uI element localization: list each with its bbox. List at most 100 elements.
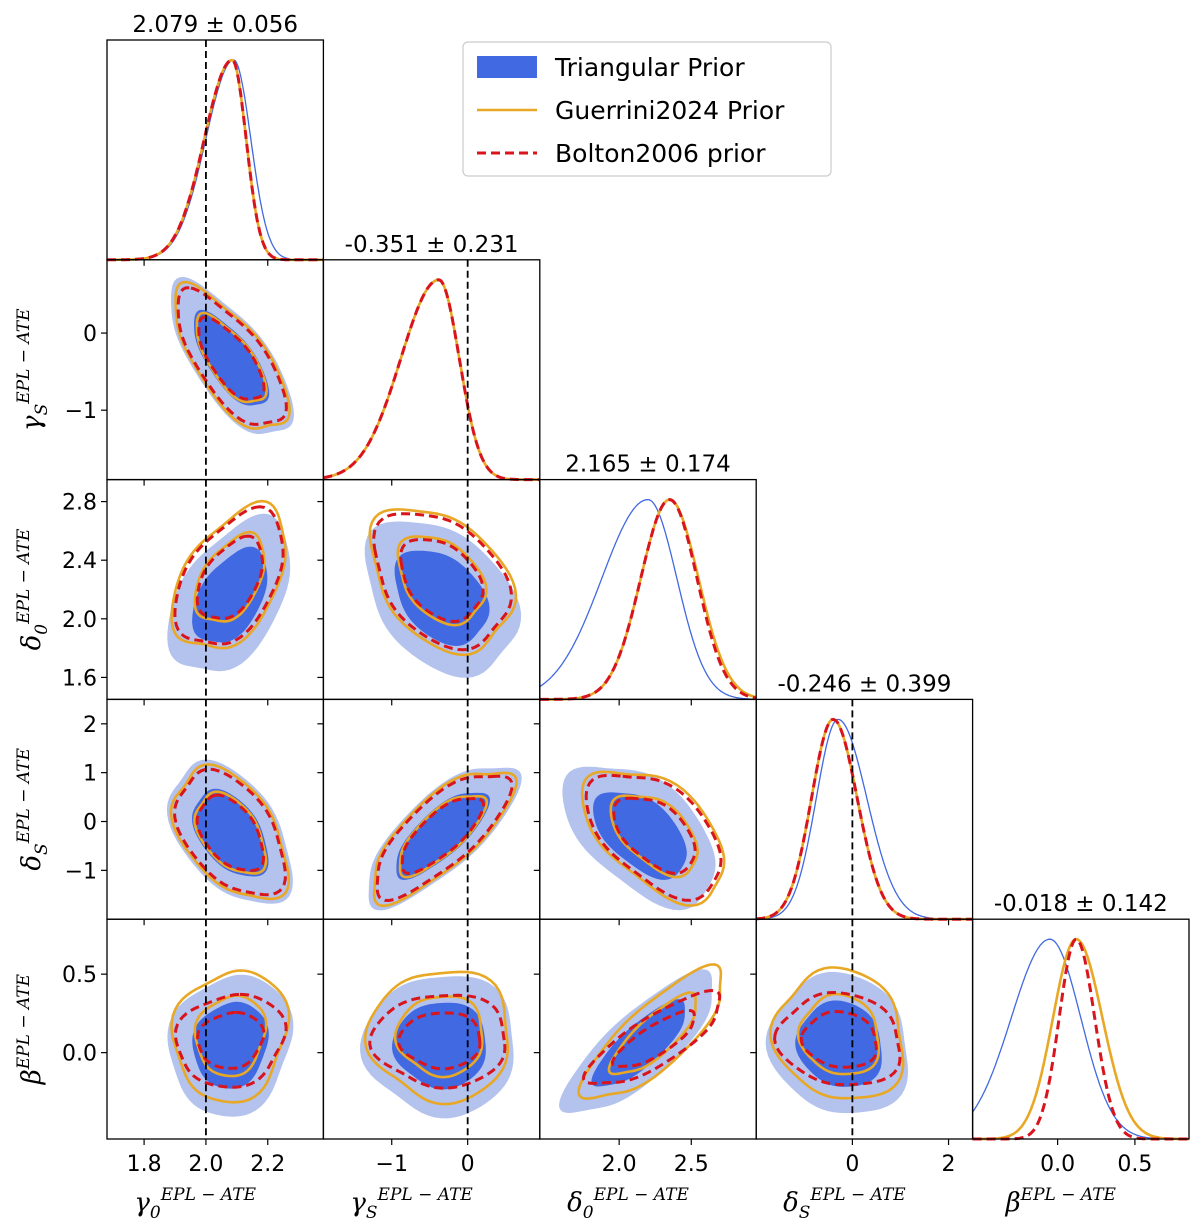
x-axis-label-beta: βEPL − ATE: [1005, 1185, 1117, 1218]
triangular-contour-68: [593, 792, 687, 880]
guerrini-contour-68: [193, 530, 266, 623]
x-axis-label-gamma0: γ0EPL − ATE: [134, 1185, 256, 1223]
y-tick-label: 2.4: [62, 549, 97, 574]
panel-frame: [755, 698, 974, 920]
marginal-title-gamma0: 2.079 ± 0.056: [132, 12, 298, 38]
y-tick-label: −1: [65, 399, 97, 424]
contour-lines-deltaS-vs-gamma0: [169, 699, 291, 920]
marginal-deltaS: [756, 699, 973, 921]
x-tick-label: 2: [942, 1152, 956, 1177]
contour-panel-gammaS-vs-gamma0: [171, 276, 294, 434]
legend-item-1: Guerrini2024 Prior: [477, 96, 785, 125]
marginal-title-beta: -0.018 ± 0.142: [994, 891, 1168, 917]
bolton-contour-95: [582, 988, 722, 1085]
marginal-title-deltaS: -0.246 ± 0.399: [777, 671, 951, 697]
y-tick-label: −1: [65, 859, 97, 884]
triangular-marginal-curve: [972, 938, 1189, 1140]
guerrini-contour-95: [368, 508, 518, 657]
contour-panel-delta0-vs-gammaS: [364, 521, 522, 678]
triangular-contour-68: [396, 792, 490, 880]
marginal-beta: [972, 937, 1189, 1141]
legend-label: Guerrini2024 Prior: [555, 96, 785, 125]
bolton-contour-95: [176, 286, 288, 426]
guerrini-contour-68: [393, 995, 484, 1079]
bolton-contour-68: [195, 793, 266, 873]
y-tick-label: 2: [83, 713, 97, 738]
guerrini-contour-68: [396, 535, 488, 627]
y-tick-label: 2.8: [62, 491, 97, 516]
y-axis-label-gammaS: γSEPL − ATE: [14, 308, 52, 431]
triangular-contour-68: [392, 1002, 486, 1090]
marginal-title-gammaS: -0.351 ± 0.231: [345, 232, 519, 258]
bolton-contour-95: [173, 992, 288, 1089]
bolton-contour-95: [173, 505, 285, 646]
marginal-delta0: [539, 498, 757, 701]
panel-frame: [106, 39, 325, 261]
x-tick-label: 0.5: [1117, 1152, 1152, 1177]
bolton-contour-68: [399, 538, 485, 624]
x-tick-label: 2.5: [674, 1152, 709, 1177]
guerrini-contour-68: [607, 991, 697, 1076]
guerrini-contour-95: [170, 969, 291, 1104]
bolton-contour-68: [195, 534, 264, 620]
y-tick-label: 0: [83, 322, 97, 347]
y-tick-label: 1: [83, 762, 97, 787]
y-tick-label: 0.0: [62, 1042, 97, 1067]
guerrini-contour-95: [577, 963, 723, 1100]
guerrini-contour-68: [609, 794, 699, 879]
panel-frame: [322, 259, 541, 481]
guerrini-contour-68: [796, 992, 881, 1076]
x-tick-label: 2.0: [602, 1152, 637, 1177]
x-tick-label: −1: [376, 1152, 408, 1177]
guerrini-contour-95: [174, 280, 291, 430]
guerrini-contour-95: [169, 763, 291, 901]
frame-layer: [101, 39, 1190, 1145]
guerrini-contour-68: [193, 994, 268, 1078]
legend: Triangular Prior Guerrini2024 Prior Bolton…: [462, 41, 832, 177]
y-tick-label: 0.5: [62, 963, 97, 988]
bolton-contour-95: [584, 773, 723, 902]
guerrini-contour-68: [398, 795, 489, 879]
y-axis-label-deltaS: δSEPL − ATE: [14, 747, 52, 870]
x-tick-label: 0.0: [1040, 1152, 1075, 1177]
contour-panel-beta-vs-delta0: [559, 969, 713, 1113]
x-tick-label: 2.2: [250, 1152, 285, 1177]
marginal-gammaS: [323, 259, 540, 482]
contour-lines-delta0-vs-gamma0: [170, 479, 287, 700]
guerrini-contour-95: [170, 499, 287, 650]
x-axis-label-deltaS: δSEPL − ATE: [783, 1185, 906, 1223]
contour-lines-delta0-vs-gammaS: [368, 479, 518, 700]
contour-lines-gammaS-vs-gamma0: [174, 259, 291, 480]
bolton-contour-68: [196, 1010, 266, 1070]
legend-box: [462, 41, 832, 177]
legend-label: Triangular Prior: [554, 53, 745, 82]
x-axis-label-delta0: δ0EPL − ATE: [567, 1185, 689, 1223]
y-axis-label-beta: βEPL − ATE: [14, 973, 47, 1085]
x-tick-label: 2.0: [188, 1152, 223, 1177]
fill-layer: [166, 276, 908, 1119]
triangular-marginal-curve: [756, 718, 973, 920]
contour-panel-deltaS-vs-gamma0: [166, 759, 293, 904]
bolton-contour-68: [397, 1011, 482, 1071]
y-axis-label-delta0: δ0EPL − ATE: [14, 528, 52, 650]
legend-item-0: Triangular Prior: [477, 53, 745, 82]
contour-lines-beta-vs-gamma0: [170, 919, 291, 1139]
bolton-contour-95: [375, 774, 514, 903]
bolton-contour-95: [372, 512, 513, 652]
guerrini-contour-95: [363, 970, 509, 1106]
guerrini-marginal-curve: [323, 278, 540, 481]
y-tick-label: 2.0: [62, 608, 97, 633]
bolton-contour-68: [197, 315, 266, 401]
bolton-contour-95: [773, 990, 902, 1087]
bolton-contour-68: [611, 1009, 696, 1068]
guerrini-contour-68: [193, 790, 268, 875]
contour-panel-beta-vs-gammaS: [360, 976, 514, 1119]
legend-swatch: [477, 56, 537, 78]
legend-label: Bolton2006 prior: [555, 139, 766, 168]
triangular-contour-68: [591, 999, 685, 1087]
legend-item-2: Bolton2006 prior: [477, 139, 766, 168]
y-tick-label: 1.6: [62, 666, 97, 691]
bolton-contour-95: [368, 993, 507, 1090]
bolton-contour-68: [612, 796, 697, 875]
